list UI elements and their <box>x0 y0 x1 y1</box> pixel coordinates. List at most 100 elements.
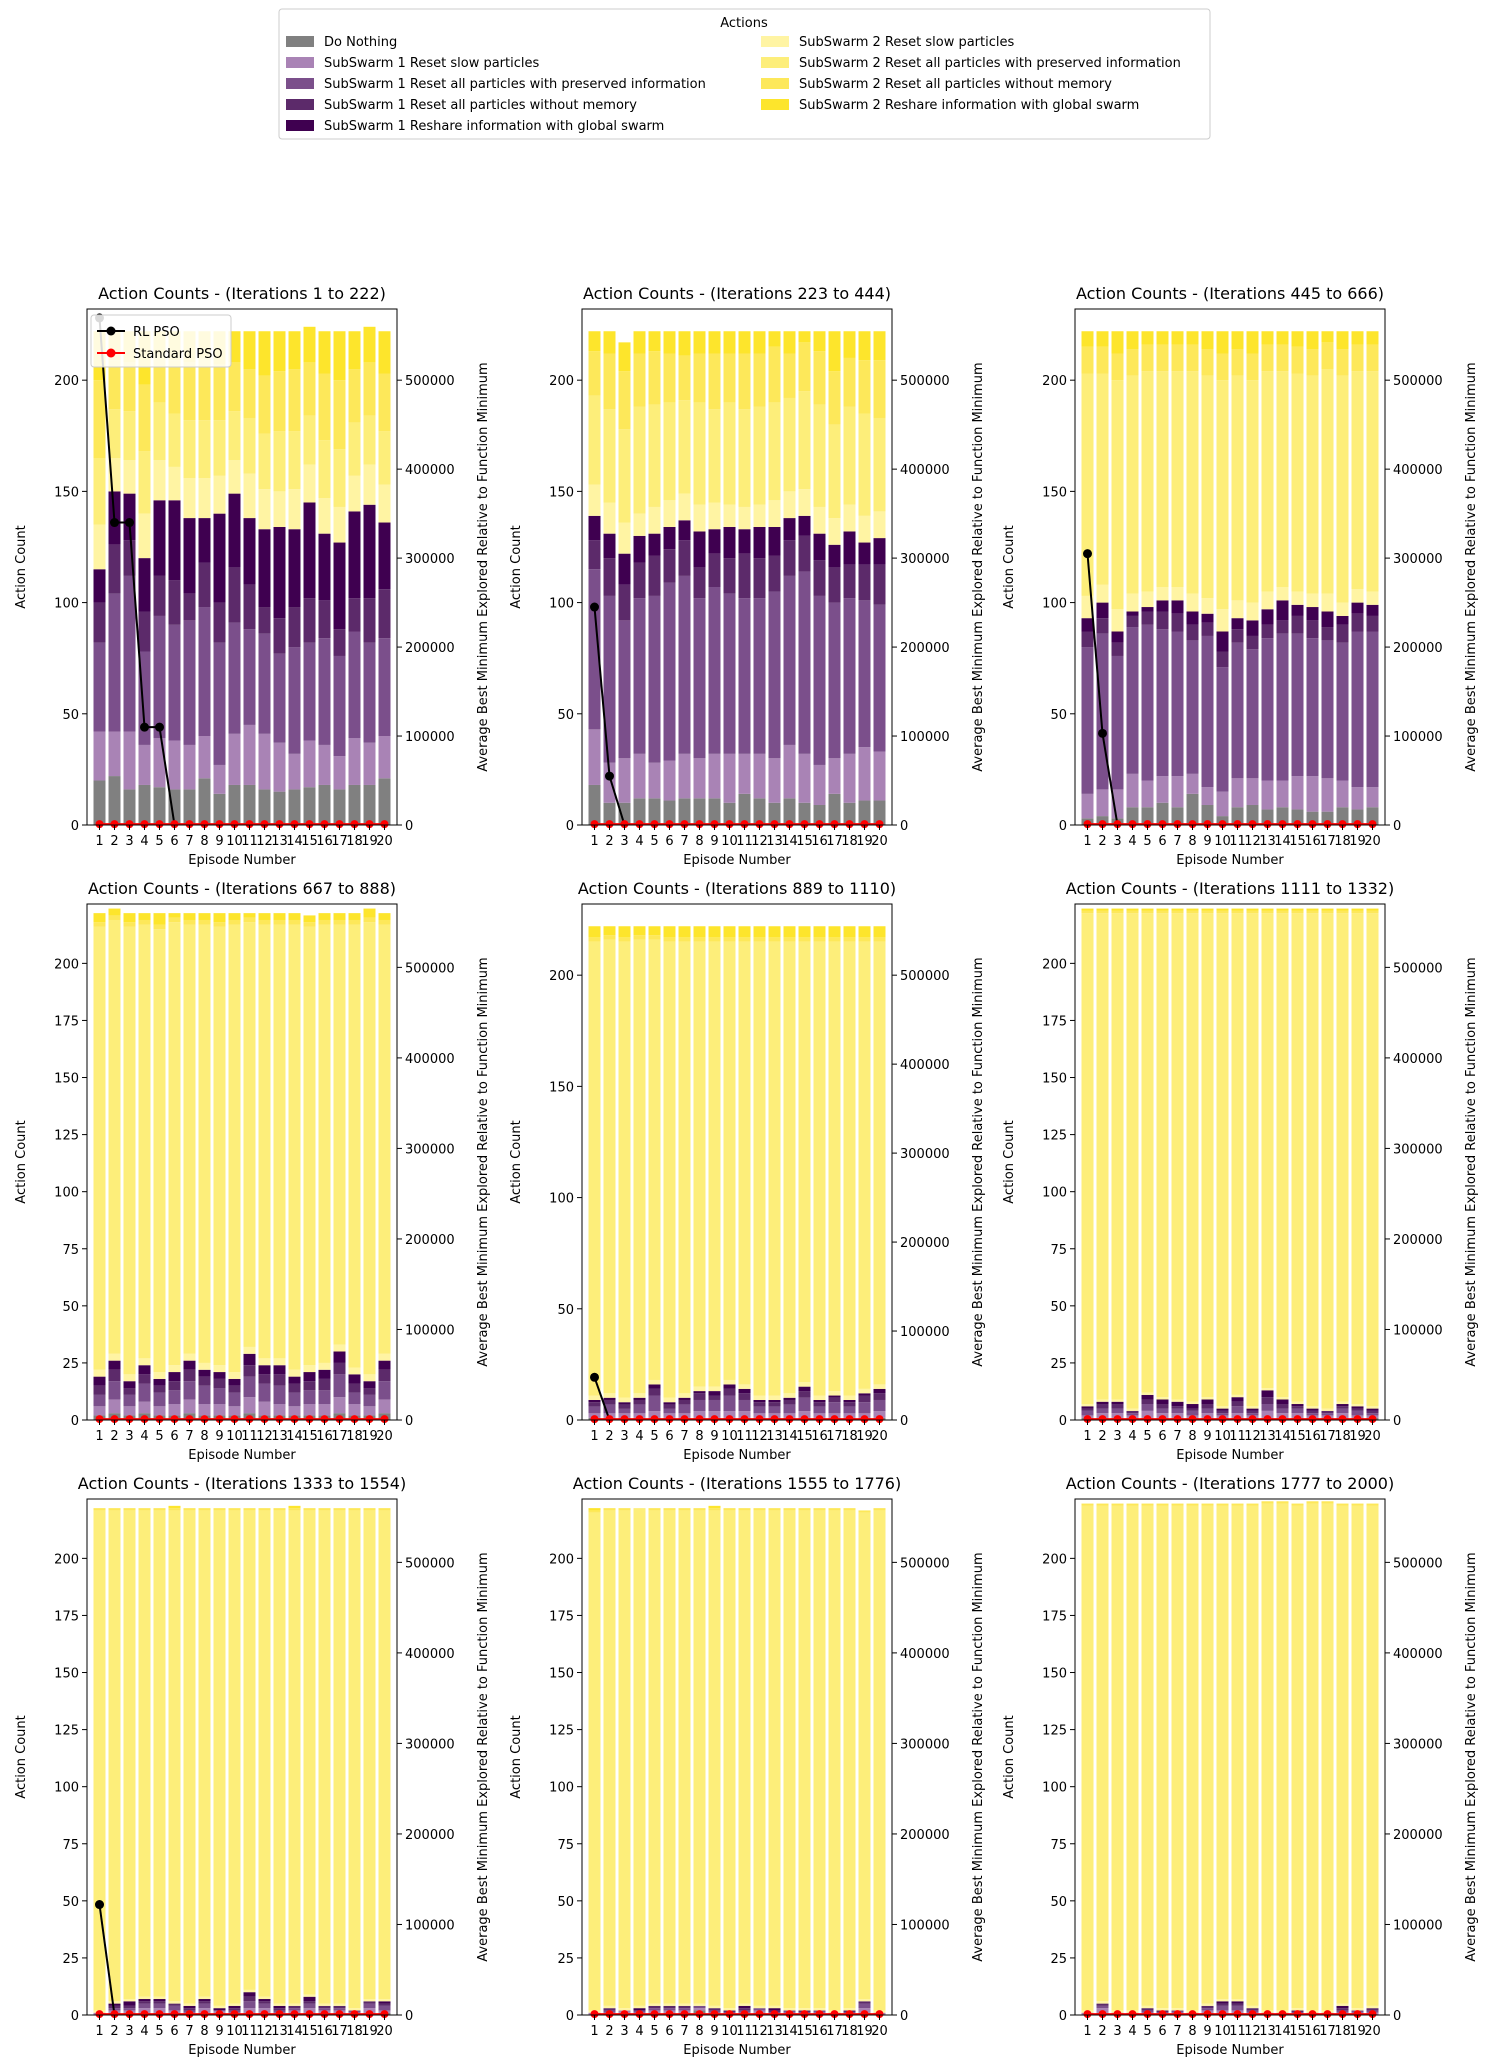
bar-segment <box>228 1510 241 2004</box>
x-tick-label: 1 <box>590 834 598 849</box>
bar-segment <box>363 415 376 465</box>
bar-segment <box>183 593 196 621</box>
y2-tick-label: 100000 <box>1393 730 1443 745</box>
standard-pso-point <box>365 820 374 829</box>
bar-segment <box>138 1383 151 1402</box>
chart-title: Action Counts - (Iterations 889 to 1110) <box>578 879 896 898</box>
standard-pso-point <box>185 820 194 829</box>
x-tick-label: 10 <box>226 834 243 849</box>
bar-segment <box>168 2001 181 2004</box>
bar-segment <box>678 575 691 754</box>
bar-segment <box>213 2005 226 2009</box>
bar-segment <box>1141 1503 1154 1506</box>
bar-segment <box>783 1510 796 2009</box>
x-tick-label: 17 <box>826 834 843 849</box>
bar-segment <box>708 1411 721 1418</box>
y2-tick-label: 200000 <box>1393 1828 1443 1843</box>
standard-pso-point <box>155 2010 164 2019</box>
bar-segment <box>93 780 106 825</box>
x-tick-label: 17 <box>1319 2024 1336 2039</box>
bar-segment <box>318 1510 331 2004</box>
y-tick-label: 125 <box>1042 1724 1067 1739</box>
bar-segment <box>138 2003 151 2009</box>
bar-segment <box>1156 611 1169 630</box>
bar-segment <box>1366 787 1379 808</box>
legend-swatch <box>286 78 314 89</box>
bar-segment <box>813 1508 826 1511</box>
standard-pso-point <box>230 1415 239 1424</box>
bar-segment <box>603 2008 616 2011</box>
bar-segment <box>1336 780 1349 808</box>
bar-segment <box>1201 1503 1214 1506</box>
bar-segment <box>723 1395 736 1412</box>
bar-segment <box>738 529 751 554</box>
x-tick-label: 11 <box>736 2024 753 2039</box>
bar-segment <box>168 1510 181 2002</box>
x-tick-label: 13 <box>271 834 288 849</box>
y-tick-label: 50 <box>557 1303 574 1318</box>
bar-segment <box>333 506 346 543</box>
x-axis-label: Episode Number <box>683 1448 791 1463</box>
bar-segment <box>1096 602 1109 619</box>
y2-tick-label: 200000 <box>405 1828 455 1843</box>
bar-segment <box>1156 910 1169 914</box>
x-tick-label: 6 <box>170 2024 178 2039</box>
bar-segment <box>258 1365 271 1375</box>
bar-segment <box>1246 353 1259 381</box>
x-tick-label: 18 <box>841 834 858 849</box>
bar-segment <box>363 504 376 599</box>
bar-segment <box>378 1381 391 1400</box>
bar-segment <box>873 538 886 565</box>
bar-segment <box>1156 331 1169 345</box>
bar-segment <box>1366 807 1379 825</box>
bar-segment <box>798 571 811 754</box>
y-tick-label: 150 <box>54 485 79 500</box>
bar-segment <box>663 526 676 550</box>
bar-segment <box>288 2005 301 2009</box>
bar-segment <box>753 2005 766 2009</box>
bar-segment <box>303 915 316 923</box>
bar-segment <box>198 2001 211 2004</box>
bar-segment <box>258 529 271 608</box>
bar-segment <box>198 562 211 608</box>
x-tick-label: 10 <box>226 2024 243 2039</box>
y2-tick-label: 0 <box>1393 2009 1401 2024</box>
legend-label: SubSwarm 2 Reset all particles with pres… <box>799 56 1181 71</box>
x-tick-label: 14 <box>286 834 303 849</box>
bar-segment <box>288 529 301 608</box>
bar-segment <box>1351 1505 1364 2009</box>
bar-segment <box>153 402 166 461</box>
standard-pso-point <box>740 1415 749 1424</box>
bar-segment <box>258 1401 271 1416</box>
bar-segment <box>1366 604 1379 616</box>
bar-segment <box>363 642 376 743</box>
bar-segment <box>1366 2005 1379 2009</box>
standard-pso-point <box>710 1415 719 1424</box>
standard-pso-point <box>1218 820 1227 829</box>
y2-tick-label: 100000 <box>405 1918 455 1933</box>
bar-segment <box>243 1353 256 1366</box>
standard-pso-point <box>140 820 149 829</box>
bar-segment <box>1201 1505 1214 2004</box>
bar-segment <box>1261 624 1274 639</box>
x-tick-label: 7 <box>1173 1429 1181 1444</box>
bar-segment <box>153 738 166 788</box>
y-tick-label: 25 <box>62 1357 79 1372</box>
x-tick-label: 2 <box>605 834 613 849</box>
x-tick-label: 9 <box>710 2024 718 2039</box>
standard-pso-point <box>170 1415 179 1424</box>
bar-segment <box>168 2003 181 2006</box>
bar-segment <box>1321 1501 1334 1504</box>
standard-pso-point <box>1233 1415 1242 1424</box>
x-tick-label: 1 <box>95 2024 103 2039</box>
x-tick-label: 12 <box>256 834 273 849</box>
x-tick-label: 4 <box>635 1429 643 1444</box>
bar-segment <box>108 2005 121 2009</box>
bar-segment <box>753 753 766 799</box>
bar-segment <box>1096 2001 1109 2004</box>
bar-segment <box>303 1372 316 1382</box>
bar-segment <box>333 919 346 925</box>
bar-segment <box>108 776 121 825</box>
bar-segment <box>198 1996 211 2000</box>
bar-segment <box>753 558 766 599</box>
